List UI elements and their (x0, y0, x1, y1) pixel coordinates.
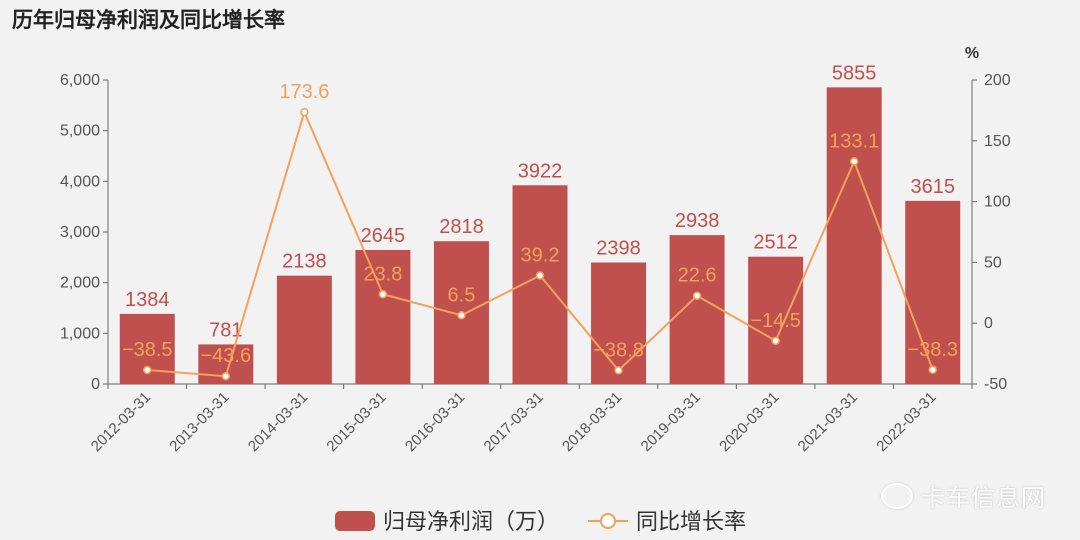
bar[interactable] (905, 200, 961, 384)
line-point[interactable] (849, 157, 859, 166)
line-point[interactable] (928, 365, 937, 375)
bar-value-label: 2138 (282, 251, 327, 273)
x-tick-label: 2012-03-31 (88, 389, 154, 455)
line-labels: −38.5 −43.6 173.6 23.8 6.5 39.2 −38.8 22.6 −14.5… (122, 81, 958, 367)
legend[interactable]: 归母净利润（万） 同比增长率 (335, 510, 746, 535)
line-value-label: 6.5 (448, 284, 476, 306)
line-point[interactable] (221, 371, 231, 381)
wechat-icon (881, 482, 913, 509)
x-tick-label: 2017-03-31 (481, 389, 547, 455)
line-point[interactable] (614, 366, 623, 375)
legend-line-marker[interactable] (600, 513, 616, 529)
legend-line-label[interactable]: 同比增长率 (636, 510, 746, 535)
bar-value-label: 3615 (910, 176, 955, 198)
line-value-label: −14.5 (750, 310, 801, 332)
bar-value-label: 2938 (675, 210, 720, 232)
x-tick-label: 2020-03-31 (716, 389, 782, 455)
x-tick-label: 2014-03-31 (245, 389, 311, 455)
bar-value-label: 2645 (361, 225, 406, 247)
x-tick-label: 2016-03-31 (402, 389, 468, 455)
line-value-label: 22.6 (678, 265, 717, 287)
line-value-label: −38.5 (122, 339, 173, 361)
line-value-label: −38.8 (593, 339, 644, 361)
x-tick-label: 2013-03-31 (166, 389, 232, 455)
line-point[interactable] (300, 107, 309, 117)
watermark: 卡车信息网 (881, 478, 1046, 513)
bar-value-label: 3922 (518, 160, 563, 182)
line-value-label: 39.2 (521, 245, 560, 267)
bar-value-label: 2398 (596, 238, 641, 260)
bar[interactable] (276, 275, 332, 384)
y-right-tick-label: 200 (984, 72, 1011, 89)
watermark-text: 卡车信息网 (921, 484, 1046, 512)
legend-bar-label[interactable]: 归母净利润（万） (383, 510, 559, 535)
y-right-tick-label: -50 (984, 376, 1007, 393)
line-series (143, 107, 937, 381)
y-left-tick-label: 2,000 (60, 275, 100, 292)
y-right-unit-label: % (965, 45, 979, 62)
y-left-tick-label: 0 (91, 376, 100, 393)
line-point[interactable] (378, 290, 388, 299)
legend-bar-swatch[interactable] (335, 511, 375, 531)
line-value-label: 23.8 (363, 263, 402, 285)
line-value-label: −38.3 (907, 339, 958, 361)
bar-value-label: 2818 (439, 216, 484, 238)
y-right-tick-label: 0 (984, 315, 993, 332)
x-tick-label: 2019-03-31 (638, 389, 704, 455)
x-tick-label: 2015-03-31 (323, 389, 389, 455)
y-left-tick-label: 4,000 (60, 173, 100, 190)
y-left-tick-label: 5,000 (60, 123, 100, 140)
line-value-label: 173.6 (279, 81, 329, 103)
chart-title: 历年归母净利润及同比增长率 (12, 8, 285, 32)
y-left-tick-label: 6,000 (60, 72, 100, 89)
line-value-label: 133.1 (829, 130, 879, 152)
y-right-tick-label: 50 (984, 254, 1002, 271)
y-left-tick-label: 1,000 (60, 325, 100, 342)
bar-value-label: 5855 (832, 62, 877, 84)
y-left-tick-label: 3,000 (60, 224, 100, 241)
y-right-tick-label: 150 (984, 133, 1011, 150)
bar[interactable] (826, 87, 882, 384)
line-point[interactable] (692, 291, 702, 300)
x-tick-label: 2018-03-31 (559, 389, 625, 455)
bar-value-label: 1384 (125, 289, 170, 311)
x-tick-label: 2022-03-31 (873, 389, 939, 455)
line-point[interactable] (143, 365, 152, 375)
bar-value-label: 2512 (753, 232, 798, 254)
bar[interactable] (748, 256, 804, 384)
y-right-tick-label: 100 (984, 194, 1011, 211)
bar[interactable] (669, 235, 725, 384)
bar[interactable] (355, 249, 411, 384)
x-tick-label: 2021-03-31 (795, 389, 861, 455)
bar-labels: 1384 781 2138 2645 2818 3922 2398 2938 2512 5855 3… (125, 62, 955, 341)
line-point[interactable] (535, 271, 545, 280)
bar[interactable] (591, 262, 647, 384)
line-point[interactable] (771, 336, 780, 346)
line-point[interactable] (457, 311, 466, 320)
bar-value-label: 781 (209, 319, 242, 341)
line-value-label: −43.6 (201, 345, 252, 367)
